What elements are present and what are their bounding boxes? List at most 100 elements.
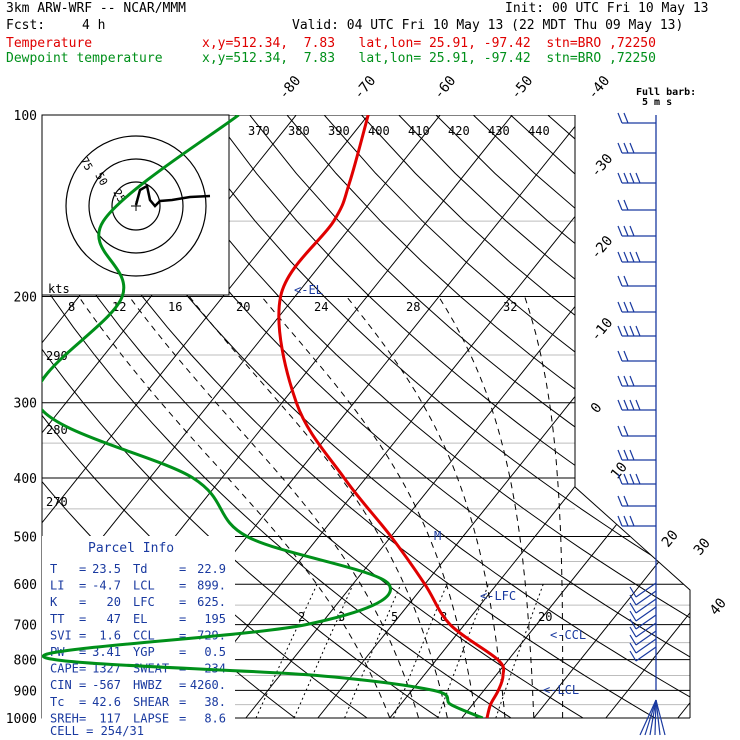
wind-barb xyxy=(617,325,656,337)
dry-adiabat-350 xyxy=(137,115,690,718)
mixing-ratio-20 xyxy=(495,584,544,718)
parcel-field-eq: = xyxy=(179,595,186,609)
moist-adiabat-26 xyxy=(346,296,506,718)
dry-adiabat-480 xyxy=(622,115,690,718)
wind-barb xyxy=(629,614,657,630)
moist-adiabat-18 xyxy=(188,296,448,718)
mixing-ratio-2 xyxy=(255,583,318,718)
speed-scale-label: 24 xyxy=(314,300,328,314)
parcel-field-eq: = xyxy=(79,612,86,626)
theta-label: 390 xyxy=(328,124,350,138)
pressure-label-600: 600 xyxy=(14,578,37,593)
wind-barb xyxy=(617,449,656,461)
parcel-field-name: SREH xyxy=(50,711,79,725)
speed-scale-label: 12 xyxy=(112,300,126,314)
wind-barb xyxy=(617,172,656,184)
pressure-label-100: 100 xyxy=(14,109,37,124)
hodograph-trace xyxy=(134,184,211,208)
speed-scale-label: 20 xyxy=(236,300,250,314)
dry-adiabat-470 xyxy=(584,115,690,718)
parcel-field-eq: = xyxy=(79,711,86,725)
parcel-field-value: 23.5 xyxy=(92,562,121,576)
wind-barb xyxy=(655,699,666,736)
theta-label: 370 xyxy=(248,124,270,138)
parcel-field-eq: = xyxy=(179,579,186,593)
speed-scale-label: 28 xyxy=(406,300,420,314)
dry-adiabat-450 xyxy=(510,115,690,718)
parcel-field-name: EL xyxy=(133,612,147,626)
pressure-label-900: 900 xyxy=(14,684,37,699)
theta-e-label: 270 xyxy=(46,495,68,509)
dry-adiabat-340 xyxy=(100,115,690,718)
wind-barb xyxy=(617,112,656,124)
parcel-field-name: LFC xyxy=(133,595,155,609)
parcel-field-eq: = xyxy=(79,579,86,593)
wind-barb xyxy=(629,606,657,622)
pressure-label-700: 700 xyxy=(14,619,37,634)
dry-adiabat-230 xyxy=(0,115,7,718)
parcel-field-value: 0.5 xyxy=(204,645,226,659)
isotherm-label: 40 xyxy=(707,595,730,618)
parcel-field-name: LAPSE xyxy=(133,711,169,725)
parcel-field-name: Tc xyxy=(50,695,64,709)
parcel-field-value: 8.6 xyxy=(204,711,226,725)
parcel-field-eq: = xyxy=(179,645,186,659)
parcel-field-eq: = xyxy=(79,678,86,692)
moist-adiabat-10 xyxy=(78,296,391,718)
wind-barb xyxy=(617,350,656,362)
dry-adiabat-430 xyxy=(435,115,690,718)
parcel-field-name: LCL xyxy=(133,579,155,593)
isotherm-label: -40 xyxy=(585,73,614,103)
isotherm-label: -60 xyxy=(431,73,460,103)
level-marker: <-EL xyxy=(294,283,323,297)
level-marker: M xyxy=(434,529,441,543)
dry-adiabat-380 xyxy=(249,115,690,718)
speed-scale-label: 16 xyxy=(168,300,182,314)
isotherm-30 xyxy=(533,115,690,718)
wind-barb xyxy=(629,598,657,614)
wind-barb xyxy=(617,425,656,437)
dry-adiabat-290 xyxy=(42,115,440,718)
parcel-field-value: 38. xyxy=(204,695,226,709)
wind-barb xyxy=(617,399,656,411)
temperature-legend: Temperature xyxy=(6,36,93,51)
parcel-field-value: 899. xyxy=(197,579,226,593)
wind-barb xyxy=(629,638,657,654)
parcel-info-panel: Parcel Info T = 23.5 Td = 22.9 LI = -4.7 LCL = 899. K… xyxy=(42,536,235,738)
barb-legend-title: Full barb: xyxy=(636,87,696,98)
isotherm-label: 20 xyxy=(659,527,682,550)
hodograph-ring-label: 75 xyxy=(77,155,95,173)
mixing-ratio-5 xyxy=(344,584,402,718)
parcel-field-name: Td xyxy=(133,562,147,576)
wind-barb xyxy=(629,630,657,646)
isotherm-40 xyxy=(605,115,690,718)
mixing-ratio-3 xyxy=(293,583,354,718)
valid-time: Valid: 04 UTC Fri 10 May 13 (22 MDT Thu … xyxy=(292,18,684,33)
wind-barb xyxy=(644,699,657,736)
parcel-field-name: SHEAR xyxy=(133,695,170,709)
isotherm-label: -30 xyxy=(588,151,617,181)
isotherm-50 xyxy=(677,115,690,718)
dewpoint-location: x,y=512.34, 7.83 lat,lon= 25.91, -97.42 … xyxy=(202,51,656,66)
parcel-field-name: YGP xyxy=(133,645,155,659)
dry-adiabat-390 xyxy=(286,115,690,718)
pressure-label-300: 300 xyxy=(14,397,37,412)
dry-adiabat-320 xyxy=(42,115,656,718)
dry-adiabat-300 xyxy=(42,115,512,718)
pressure-label-200: 200 xyxy=(14,291,37,306)
parcel-field-eq: = xyxy=(179,695,186,709)
init-time: Init: 00 UTC Fri 10 May 13 xyxy=(505,1,709,16)
wind-barb xyxy=(617,375,656,387)
dry-adiabat-310 xyxy=(42,115,584,718)
wind-barb xyxy=(629,622,657,638)
speed-scale-label: 32 xyxy=(503,300,517,314)
parcel-field-name: CIN xyxy=(50,678,72,692)
isotherm--50 xyxy=(42,115,441,718)
parcel-field-eq: = xyxy=(79,695,86,709)
parcel-field-eq: = xyxy=(179,628,186,642)
moist-adiabat-22 xyxy=(261,296,477,718)
parcel-info-title: Parcel Info xyxy=(88,541,174,556)
isotherm-label: 30 xyxy=(691,535,714,558)
wind-barb xyxy=(629,590,657,606)
